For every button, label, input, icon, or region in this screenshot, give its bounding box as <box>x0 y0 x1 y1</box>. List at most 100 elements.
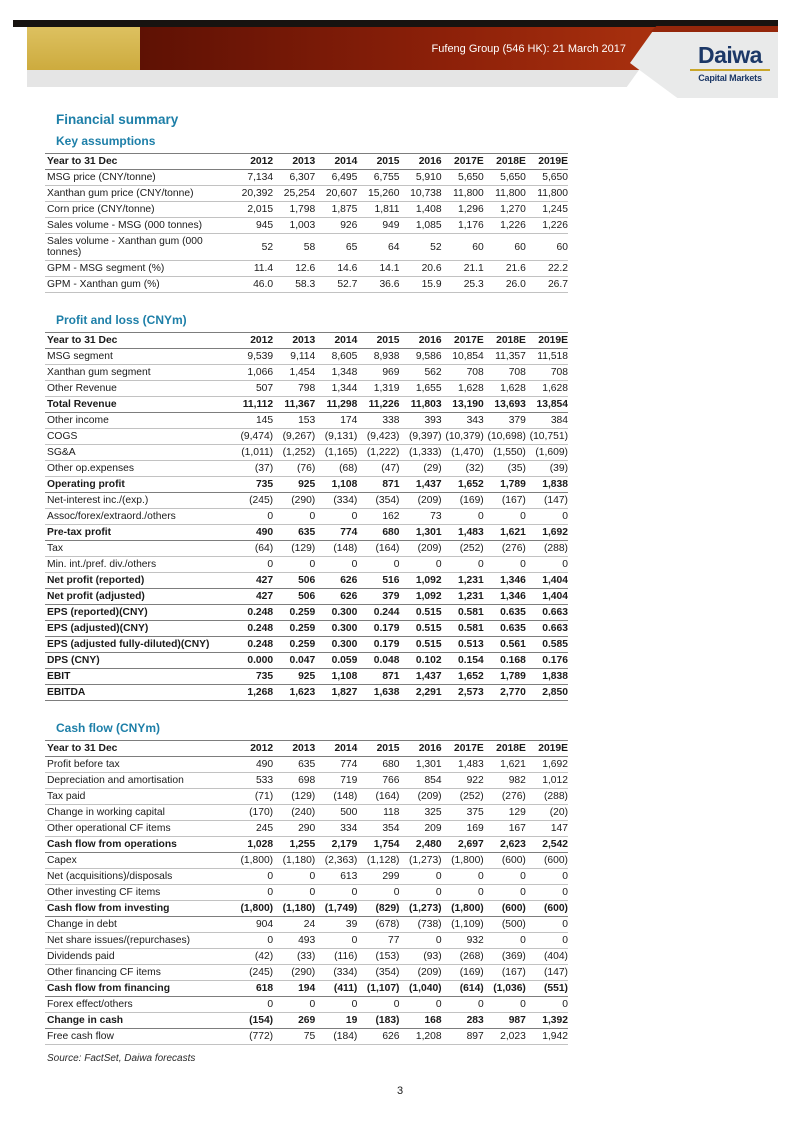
row-value: (772) <box>231 1028 274 1045</box>
row-value: (20) <box>525 804 568 821</box>
row-value: (169) <box>441 492 484 509</box>
row-value: 613 <box>315 868 358 885</box>
row-value: 1,319 <box>357 380 400 397</box>
row-label: Other investing CF items <box>45 884 231 901</box>
row-value: 1,255 <box>273 836 316 853</box>
table-row: EBIT 735 925 1,108 871 1,437 1,652 1,789 1,838 <box>45 668 568 685</box>
row-value: 1,483 <box>441 524 484 541</box>
row-value: 0.561 <box>483 636 526 653</box>
table-row: Depreciation and amortisation 533 698 719 76… <box>45 772 568 789</box>
row-label: Net-interest inc./(exp.) <box>45 492 231 509</box>
table-row: Forex effect/others 0 0 0 0 0 0 0 0 <box>45 996 568 1013</box>
row-value: 77 <box>357 932 400 949</box>
row-value: (167) <box>483 964 526 981</box>
row-label: Other Revenue <box>45 380 231 397</box>
row-value: 871 <box>357 476 400 493</box>
row-value: 14.1 <box>357 260 400 277</box>
row-value: 0 <box>315 556 358 573</box>
row-label: GPM - Xanthan gum (%) <box>45 276 231 293</box>
row-value: 735 <box>231 668 274 685</box>
row-value: 2,015 <box>231 201 274 218</box>
table-row: Corn price (CNY/tonne) 2,015 1,798 1,875 1,8… <box>45 201 568 218</box>
row-value: 15.9 <box>399 276 442 293</box>
row-value: 0 <box>273 996 316 1013</box>
row-value: 147 <box>525 820 568 837</box>
row-value: (1,252) <box>273 444 316 461</box>
row-label: Change in working capital <box>45 804 231 821</box>
row-value: 245 <box>231 820 274 837</box>
table-row: SG&A (1,011) (1,252) (1,165) (1,222) (1,333)(… <box>45 444 568 461</box>
row-value: 1,454 <box>273 364 316 381</box>
row-value: 0 <box>357 884 400 901</box>
row-value: 1,754 <box>357 836 400 853</box>
row-label: Forex effect/others <box>45 996 231 1013</box>
table-row: Pre-tax profit 490 635 774 680 1,301 1,483 1,62… <box>45 524 568 541</box>
table-row: Profit before tax 490 635 774 680 1,301 1,483 1… <box>45 756 568 773</box>
row-value: (71) <box>231 788 274 805</box>
row-value: (29) <box>399 460 442 477</box>
row-value: 0.300 <box>315 636 358 653</box>
row-value: 0.259 <box>273 636 316 653</box>
row-value: 52.7 <box>315 276 358 293</box>
row-value: 0.179 <box>357 636 400 653</box>
table-row: Tax paid (71) (129) (148) (164) (209) (252) (27… <box>45 788 568 805</box>
row-value: 58.3 <box>273 276 316 293</box>
table-row: EPS (reported)(CNY) 0.248 0.259 0.300 0.244 0… <box>45 604 568 621</box>
row-value: 11,800 <box>441 185 484 202</box>
table-row: Change in debt 904 24 39 (678) (738) (1,109) (5… <box>45 916 568 933</box>
row-value: 0 <box>273 884 316 901</box>
row-value: 11,800 <box>483 185 526 202</box>
row-value: (738) <box>399 916 442 933</box>
row-value: 1,404 <box>525 572 568 589</box>
tables-host: Key assumptions Year to 31 Dec 2012 2013 201… <box>45 134 568 1045</box>
row-value: (170) <box>231 804 274 821</box>
row-value: 162 <box>357 508 400 525</box>
row-value: (404) <box>525 948 568 965</box>
row-value: 982 <box>483 772 526 789</box>
row-value: (1,550) <box>483 444 526 461</box>
row-value: 5,650 <box>441 169 484 186</box>
row-value: 533 <box>231 772 274 789</box>
row-value: 13,190 <box>441 396 484 413</box>
row-value: 0.048 <box>357 652 400 669</box>
row-value: 1,392 <box>525 1012 568 1029</box>
row-value: 932 <box>441 932 484 949</box>
row-value: 0 <box>399 932 442 949</box>
row-value: 0 <box>441 996 484 1013</box>
row-value: 299 <box>357 868 400 885</box>
table-row: Change in working capital (170) (240) 500 11… <box>45 804 568 821</box>
row-value: 46.0 <box>231 276 274 293</box>
row-value: 1,628 <box>525 380 568 397</box>
column-header-year: 2013 <box>273 740 316 757</box>
table-header-row: Year to 31 Dec 2012 2013 2014 2015 2016 2017E 2… <box>45 332 568 349</box>
source-note: Source: FactSet, Daiwa forecasts <box>47 1053 196 1064</box>
row-value: (147) <box>525 492 568 509</box>
row-value: 0 <box>525 916 568 933</box>
row-label: Corn price (CNY/tonne) <box>45 201 231 218</box>
row-value: 0 <box>231 868 274 885</box>
row-value: (32) <box>441 460 484 477</box>
row-value: 774 <box>315 756 358 773</box>
row-value: 11,803 <box>399 396 442 413</box>
row-value: 22.2 <box>525 260 568 277</box>
row-value: 1,231 <box>441 572 484 589</box>
row-value: 0.513 <box>441 636 484 653</box>
row-value: 1,483 <box>441 756 484 773</box>
row-value: (276) <box>483 788 526 805</box>
row-value: 945 <box>231 217 274 234</box>
row-value: 1,346 <box>483 572 526 589</box>
row-value: (245) <box>231 964 274 981</box>
row-value: 680 <box>357 756 400 773</box>
row-value: 1,655 <box>399 380 442 397</box>
row-label: Sales volume - MSG (000 tonnes) <box>45 217 231 234</box>
row-value: 8,938 <box>357 348 400 365</box>
row-value: 269 <box>273 1012 316 1029</box>
row-value: (1,800) <box>231 852 274 869</box>
row-label: EBITDA <box>45 684 231 701</box>
row-value: 506 <box>273 588 316 605</box>
row-value: 1,692 <box>525 524 568 541</box>
row-value: (1,222) <box>357 444 400 461</box>
table-row: COGS (9,474) (9,267) (9,131) (9,423) (9,397)(… <box>45 428 568 445</box>
row-label: Depreciation and amortisation <box>45 772 231 789</box>
column-header-year: 2017E <box>441 153 484 170</box>
